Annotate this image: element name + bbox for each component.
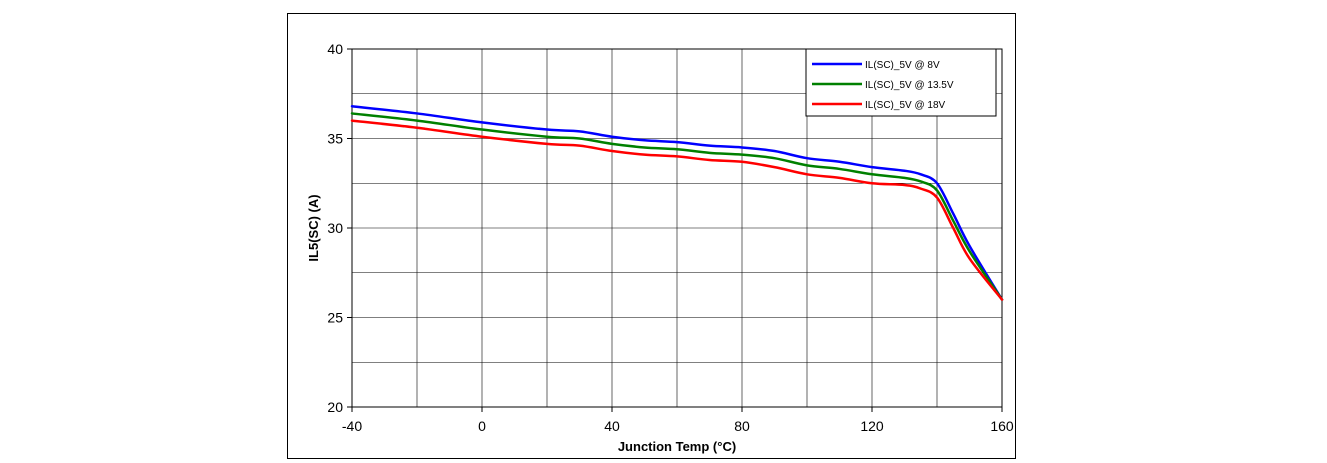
axis-ticks: -40 0 40 80 120 160 20 25 30 35 40 [327,41,1013,434]
legend-label-2: IL(SC)_5V @ 18V [865,100,946,111]
x-tick-label: 40 [604,418,620,434]
x-tick-label: 120 [860,418,884,434]
x-tick-label: 80 [734,418,750,434]
y-tick-label: 35 [327,131,343,147]
x-tick-label: 160 [990,418,1014,434]
y-tick-label: 30 [327,220,343,236]
x-tick-label: -40 [342,418,362,434]
y-tick-label: 25 [327,310,343,326]
y-tick-label: 40 [327,41,343,57]
series-line-0 [350,105,1004,301]
legend-label-1: IL(SC)_5V @ 13.5V [865,80,954,91]
series-lines [350,105,1004,301]
legend: IL(SC)_5V @ 8V IL(SC)_5V @ 13.5V IL(SC)_… [805,48,997,117]
y-axis-title: IL5(SC) (A) [306,194,321,261]
series-line-2 [350,119,1004,301]
x-axis-title: Junction Temp (°C) [618,439,736,454]
y-tick-label: 20 [327,399,343,415]
x-tick-label: 0 [478,418,486,434]
legend-label-0: IL(SC)_5V @ 8V [865,60,940,71]
series-line-1 [350,112,1004,301]
